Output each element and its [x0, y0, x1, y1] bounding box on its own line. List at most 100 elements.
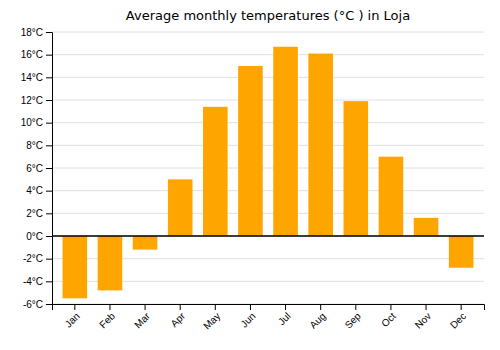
tick-mark	[46, 259, 52, 260]
tick-label: 18°C	[21, 27, 43, 38]
tick-mark	[355, 304, 356, 310]
tick-mark	[46, 304, 52, 305]
tick-mark	[46, 123, 52, 124]
tick-label: Jan	[63, 310, 82, 329]
tick-label: -2°C	[23, 253, 43, 264]
tick: Nov	[413, 304, 433, 331]
tick-label: -6°C	[23, 299, 43, 310]
bar	[379, 157, 404, 236]
bar	[168, 179, 193, 236]
tick: Dec	[448, 304, 468, 331]
grid-line	[52, 190, 484, 191]
tick: 4°C	[26, 185, 52, 196]
tick: 0°C	[26, 231, 52, 242]
tick-mark	[390, 304, 391, 310]
tick-label: Sep	[343, 310, 364, 331]
tick-label: 6°C	[26, 163, 43, 174]
bar	[203, 107, 228, 236]
tick-mark	[46, 100, 52, 101]
tick: 10°C	[21, 117, 52, 128]
x-axis: Jan Feb Mar Apr May Jun Jul Aug Sep Oct Nov Dec	[53, 304, 485, 332]
tick-label: Dec	[448, 310, 468, 330]
tick-mark	[46, 213, 52, 214]
y-axis: -6°C -4°C -2°C 0°C 2°C 4°C 6°C 8°C 10°C 12°C 14°C 1…	[21, 27, 53, 310]
tick-label: 0°C	[26, 231, 43, 242]
tick-mark	[215, 304, 216, 310]
tick: Sep	[343, 304, 364, 331]
tick: Oct	[379, 304, 398, 329]
tick-mark	[46, 32, 52, 33]
grid-line	[52, 213, 484, 214]
tick-mark	[426, 304, 427, 310]
tick: -4°C	[23, 276, 52, 287]
tick: -6°C	[23, 299, 52, 310]
tick: Mar	[132, 304, 152, 330]
tick-label: 12°C	[21, 95, 43, 106]
bars	[63, 47, 474, 299]
tick-label: Oct	[379, 310, 398, 329]
tick-label: 4°C	[26, 185, 43, 196]
tick-label: Nov	[413, 310, 433, 330]
bar	[414, 218, 439, 236]
bar	[98, 236, 123, 290]
tick-mark	[74, 304, 75, 310]
tick: Jul	[276, 304, 293, 327]
tick-mark	[46, 77, 52, 78]
tick: Jan	[63, 304, 82, 330]
tick-label: 2°C	[26, 208, 43, 219]
tick-label: Jun	[238, 310, 257, 329]
bar	[63, 236, 88, 298]
tick-mark	[46, 281, 52, 282]
bar	[273, 47, 298, 236]
tick-label: May	[201, 310, 222, 331]
tick-label: 16°C	[21, 49, 43, 60]
tick-mark	[320, 304, 321, 310]
grid-line	[52, 54, 484, 55]
tick: 6°C	[26, 163, 52, 174]
axis-line	[53, 305, 485, 311]
grid	[52, 32, 484, 304]
grid-line	[52, 122, 484, 123]
tick-mark	[180, 304, 181, 310]
tick-mark	[46, 145, 52, 146]
bar	[308, 54, 333, 236]
tick-label: 10°C	[21, 117, 43, 128]
tick-mark	[46, 191, 52, 192]
tick-label: Jul	[276, 310, 293, 327]
title: Average monthly temperatures (°C ) in Lo…	[126, 8, 410, 23]
tick-mark	[46, 168, 52, 169]
bar	[449, 236, 474, 268]
grid-line	[52, 236, 484, 237]
tick-label: Mar	[132, 310, 152, 330]
tick-label: 14°C	[21, 72, 43, 83]
tick-label: Aug	[307, 310, 327, 330]
tick: 12°C	[21, 95, 52, 106]
bar	[238, 66, 263, 236]
tick-label: Apr	[168, 310, 187, 329]
grid-line	[52, 145, 484, 146]
tick-mark	[461, 304, 462, 310]
bar	[344, 101, 369, 236]
grid-line	[52, 77, 484, 78]
tick-mark	[145, 304, 146, 310]
axis-line	[46, 33, 53, 305]
grid-line	[52, 32, 484, 33]
tick-mark	[46, 236, 52, 237]
tick-mark	[250, 304, 251, 310]
tick-label: 8°C	[26, 140, 43, 151]
tick: May	[201, 304, 222, 332]
tick: Jun	[238, 304, 257, 330]
tick-mark	[109, 304, 110, 310]
tick-label: -4°C	[23, 276, 43, 287]
tick: Apr	[168, 304, 187, 329]
tick: Aug	[307, 304, 327, 331]
tick: 18°C	[21, 27, 52, 38]
chart: -6°C -4°C -2°C 0°C 2°C 4°C 6°C 8°C 10°C 12°C 14°C 1…	[0, 0, 500, 350]
bar	[133, 236, 158, 250]
tick-mark	[46, 55, 52, 56]
tick-mark	[285, 304, 286, 310]
zero-line	[52, 235, 484, 237]
plot: -6°C -4°C -2°C 0°C 2°C 4°C 6°C 8°C 10°C 12°C 14°C 1…	[21, 27, 485, 332]
tick: Feb	[97, 304, 117, 330]
tick: 14°C	[21, 72, 52, 83]
